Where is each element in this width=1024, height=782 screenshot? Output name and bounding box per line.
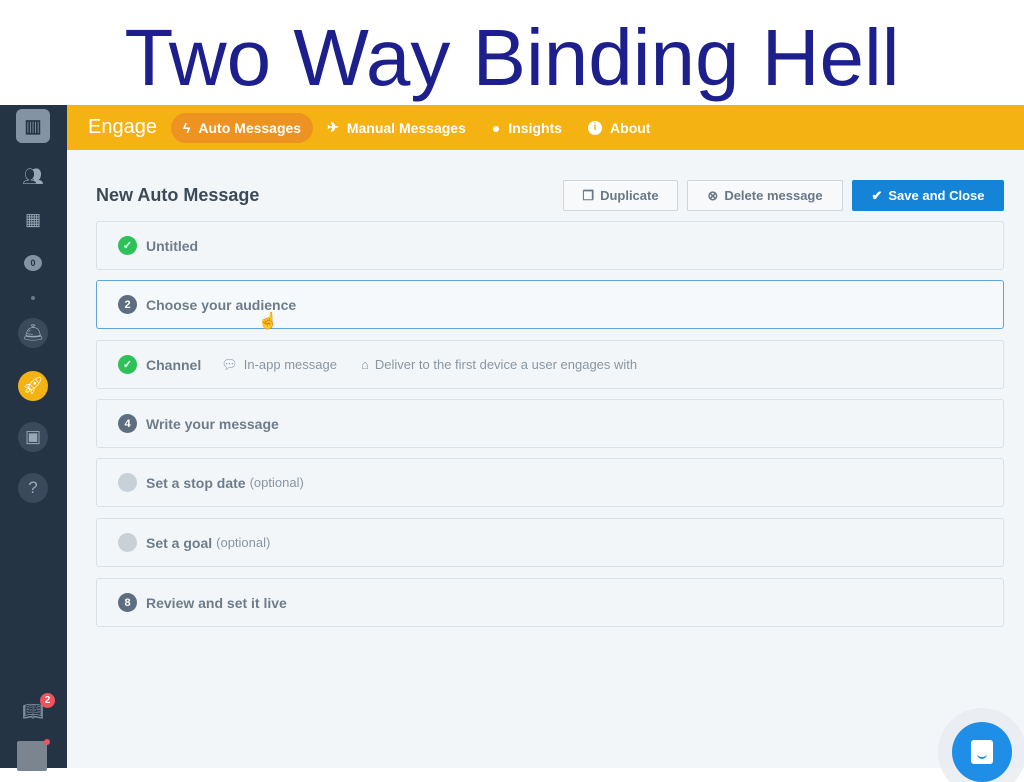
step-label: Channel <box>146 356 202 373</box>
sidebar: ▥ 👥︎ ▦ 0 🛎︎ 🚀︎ ▣ ? 📖︎ 2 <box>0 105 67 771</box>
info-icon: i <box>588 120 603 135</box>
button-label: Delete message <box>724 188 823 203</box>
check-circle-icon: ✓ <box>118 355 137 374</box>
check-circle-icon: ✓ <box>118 236 137 255</box>
step-label: Untitled <box>146 237 199 254</box>
separator-dot <box>31 296 35 300</box>
step-label: Choose your audience <box>146 296 297 313</box>
slide-title: Two Way Binding Hell <box>124 13 900 102</box>
hand-cursor-icon: ☝ <box>258 313 278 330</box>
copy-icon: ❐ <box>582 187 595 203</box>
messenger-icon <box>971 740 993 764</box>
delivery-rule: ⌂ Deliver to the first device a user enga… <box>361 357 637 372</box>
step-goal[interactable]: Set a goal (optional) <box>96 518 1004 567</box>
step-label: Write your message <box>146 415 279 432</box>
step-channel[interactable]: ✓ Channel 💬︎ In-app message ⌂ Deliver to t… <box>96 340 1004 389</box>
step-choose-audience[interactable]: 2 Choose your audience <box>96 280 1004 329</box>
step-stop-date[interactable]: Set a stop date (optional) <box>96 458 1004 507</box>
tab-insights[interactable]: ● Insights <box>480 113 574 143</box>
lightbulb-icon: ● <box>491 119 501 136</box>
book-icon[interactable]: 📖︎ <box>22 702 44 721</box>
tab-label: About <box>610 119 651 136</box>
step-label: Set a goal <box>146 534 213 551</box>
button-label: Save and Close <box>888 188 985 203</box>
step-number: 8 <box>118 593 137 612</box>
paper-plane-icon: ✈ <box>327 119 339 135</box>
tab-label: Manual Messages <box>346 119 466 136</box>
check-icon: ✔ <box>871 187 883 203</box>
rocket-icon[interactable]: 🚀︎ <box>18 371 48 401</box>
people-icon[interactable]: 👥︎ <box>22 167 44 186</box>
articles-icon[interactable]: ▣ <box>18 422 48 452</box>
step-write-message[interactable]: 4 Write your message <box>96 399 1004 448</box>
step-label: Set a stop date <box>146 474 246 491</box>
inbox-icon: ⌂ <box>360 357 369 372</box>
step-label: Review and set it live <box>146 594 287 611</box>
chat-icon[interactable]: 0 <box>17 247 49 279</box>
step-untitled[interactable]: ✓ Untitled <box>96 221 1004 270</box>
brand[interactable]: Engage <box>88 116 157 138</box>
meta-text: In-app message <box>243 357 337 372</box>
chat-count: 0 <box>24 255 42 271</box>
notification-badge: 2 <box>40 693 55 708</box>
duplicate-button[interactable]: ❐ Duplicate <box>563 180 678 211</box>
status-dot <box>44 739 50 745</box>
app-window: ▥ 👥︎ ▦ 0 🛎︎ 🚀︎ ▣ ? 📖︎ 2 Engage ϟ Auto Mes… <box>0 105 1024 782</box>
speech-bubble-icon: 💬︎ <box>221 356 238 372</box>
page-title: New Auto Message <box>96 185 260 205</box>
tab-label: Insights <box>508 119 563 136</box>
close-circle-icon: ⊗ <box>707 187 719 203</box>
optional-label: (optional) <box>216 535 271 550</box>
save-and-close-button[interactable]: ✔ Save and Close <box>852 180 1004 211</box>
avatar[interactable] <box>17 741 47 771</box>
tab-label: Auto Messages <box>198 119 302 136</box>
step-review[interactable]: 8 Review and set it live <box>96 578 1004 627</box>
help-icon[interactable]: ? <box>18 473 48 503</box>
meta-text: Deliver to the first device a user engag… <box>374 357 638 372</box>
empty-circle-icon <box>118 473 137 492</box>
step-number: 2 <box>118 295 137 314</box>
bell-icon[interactable]: 🛎︎ <box>18 318 48 348</box>
bolt-icon: ϟ <box>182 119 191 136</box>
empty-circle-icon <box>118 533 137 552</box>
logo-icon[interactable]: ▥ <box>16 109 50 143</box>
optional-label: (optional) <box>249 475 304 490</box>
tab-about[interactable]: i About <box>576 113 662 143</box>
messenger-launcher-button[interactable] <box>952 722 1012 782</box>
channel-type: 💬︎ In-app message <box>221 357 337 373</box>
top-nav: Engage ϟ Auto Messages ✈ Manual Messages ●… <box>67 105 1024 150</box>
tab-auto-messages[interactable]: ϟ Auto Messages <box>170 112 314 143</box>
tab-manual-messages[interactable]: ✈ Manual Messages <box>315 112 478 143</box>
step-number: 4 <box>118 414 137 433</box>
delete-message-button[interactable]: ⊗ Delete message <box>687 180 843 211</box>
button-label: Duplicate <box>600 188 659 203</box>
companies-icon[interactable]: ▦ <box>24 210 42 229</box>
